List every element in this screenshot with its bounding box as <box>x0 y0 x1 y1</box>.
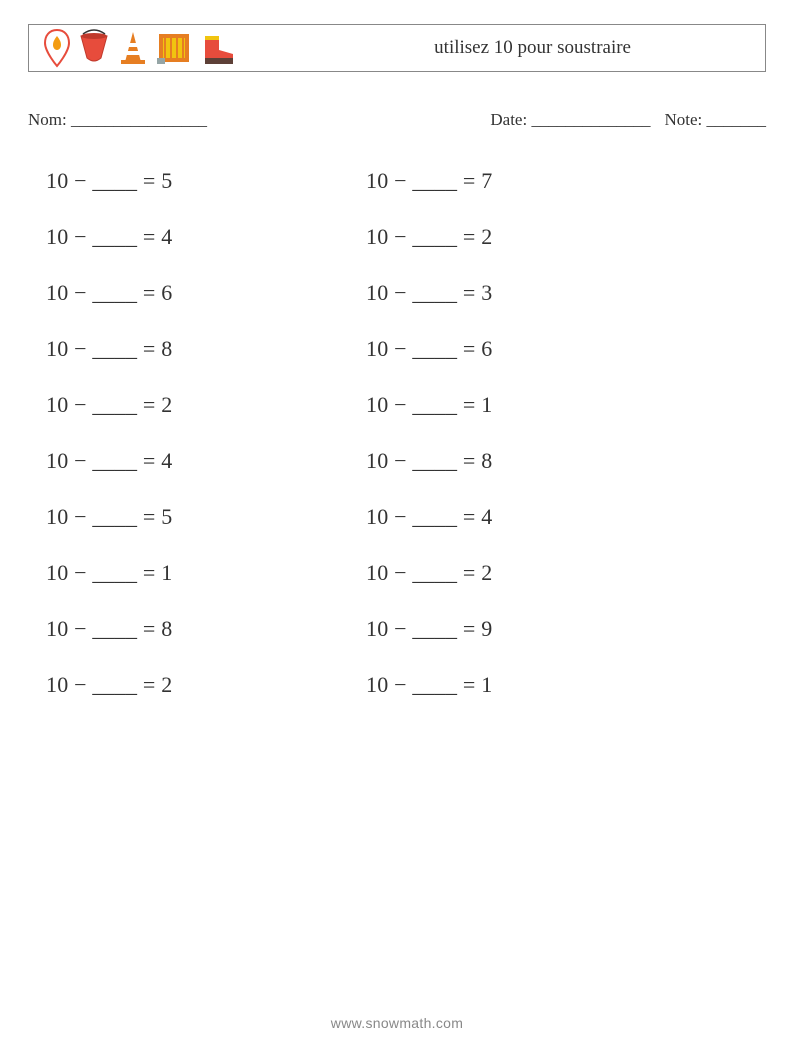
name-label: Nom: <box>28 110 67 129</box>
problem: 10 − ____ = 1 <box>366 392 686 418</box>
problem: 10 − ____ = 2 <box>46 672 366 698</box>
problem: 10 − ____ = 6 <box>46 280 366 306</box>
date-blank: ______________ <box>531 110 650 129</box>
problem: 10 − ____ = 4 <box>366 504 686 530</box>
fire-pin-icon <box>43 28 71 68</box>
date-label: Date: <box>490 110 527 129</box>
note-label: Note: <box>664 110 702 129</box>
problem: 10 − ____ = 8 <box>46 616 366 642</box>
problem: 10 − ____ = 5 <box>46 504 366 530</box>
problem: 10 − ____ = 9 <box>366 616 686 642</box>
header-icons <box>43 28 239 68</box>
header-box: utilisez 10 pour soustraire <box>28 24 766 72</box>
note-blank: _______ <box>707 110 767 129</box>
traffic-cone-icon <box>117 28 149 68</box>
problem: 10 − ____ = 3 <box>366 280 686 306</box>
bucket-icon <box>77 28 111 68</box>
problem: 10 − ____ = 4 <box>46 224 366 250</box>
problems-grid: 10 − ____ = 5 10 − ____ = 4 10 − ____ = … <box>28 168 766 728</box>
problem: 10 − ____ = 7 <box>366 168 686 194</box>
problem: 10 − ____ = 2 <box>46 392 366 418</box>
problem: 10 − ____ = 4 <box>46 448 366 474</box>
problems-right-column: 10 − ____ = 7 10 − ____ = 2 10 − ____ = … <box>366 168 686 728</box>
problem: 10 − ____ = 2 <box>366 224 686 250</box>
meta-row: Nom: ________________ Date: ____________… <box>28 110 766 130</box>
problem: 10 − ____ = 5 <box>46 168 366 194</box>
hose-reel-icon <box>155 28 193 68</box>
problem: 10 − ____ = 2 <box>366 560 686 586</box>
name-blank: ________________ <box>71 110 207 129</box>
worksheet-page: utilisez 10 pour soustraire Nom: _______… <box>0 0 794 1053</box>
date-field: Date: ______________ <box>490 110 650 130</box>
problem: 10 − ____ = 8 <box>366 448 686 474</box>
problem: 10 − ____ = 6 <box>366 336 686 362</box>
problem: 10 − ____ = 1 <box>366 672 686 698</box>
problem: 10 − ____ = 8 <box>46 336 366 362</box>
boot-icon <box>199 28 239 68</box>
meta-right: Date: ______________ Note: _______ <box>490 110 766 130</box>
name-field: Nom: ________________ <box>28 110 207 130</box>
note-field: Note: _______ <box>664 110 766 130</box>
problems-left-column: 10 − ____ = 5 10 − ____ = 4 10 − ____ = … <box>46 168 366 728</box>
worksheet-title: utilisez 10 pour soustraire <box>434 37 631 59</box>
problem: 10 − ____ = 1 <box>46 560 366 586</box>
footer-url: www.snowmath.com <box>0 1015 794 1031</box>
